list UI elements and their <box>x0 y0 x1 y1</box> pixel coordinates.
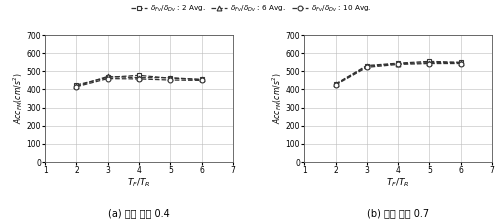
Legend: $\delta_{Fv}/\delta_{Dv}$ : 2 Avg., $\delta_{Fv}/\delta_{Dv}$ : 6 Avg., $\delta_: $\delta_{Fv}/\delta_{Dv}$ : 2 Avg., $\de… <box>131 4 370 14</box>
X-axis label: $T_F/T_R$: $T_F/T_R$ <box>127 177 151 189</box>
Text: (a) 내력 비율 0.4: (a) 내력 비율 0.4 <box>108 208 169 218</box>
Y-axis label: $Acc_{FM}(cm/s^2)$: $Acc_{FM}(cm/s^2)$ <box>270 73 284 124</box>
Text: (b) 내력 비율 0.7: (b) 내력 비율 0.7 <box>366 208 428 218</box>
X-axis label: $T_F/T_R$: $T_F/T_R$ <box>385 177 409 189</box>
Y-axis label: $Acc_{FM}(cm/s^2)$: $Acc_{FM}(cm/s^2)$ <box>11 73 25 124</box>
